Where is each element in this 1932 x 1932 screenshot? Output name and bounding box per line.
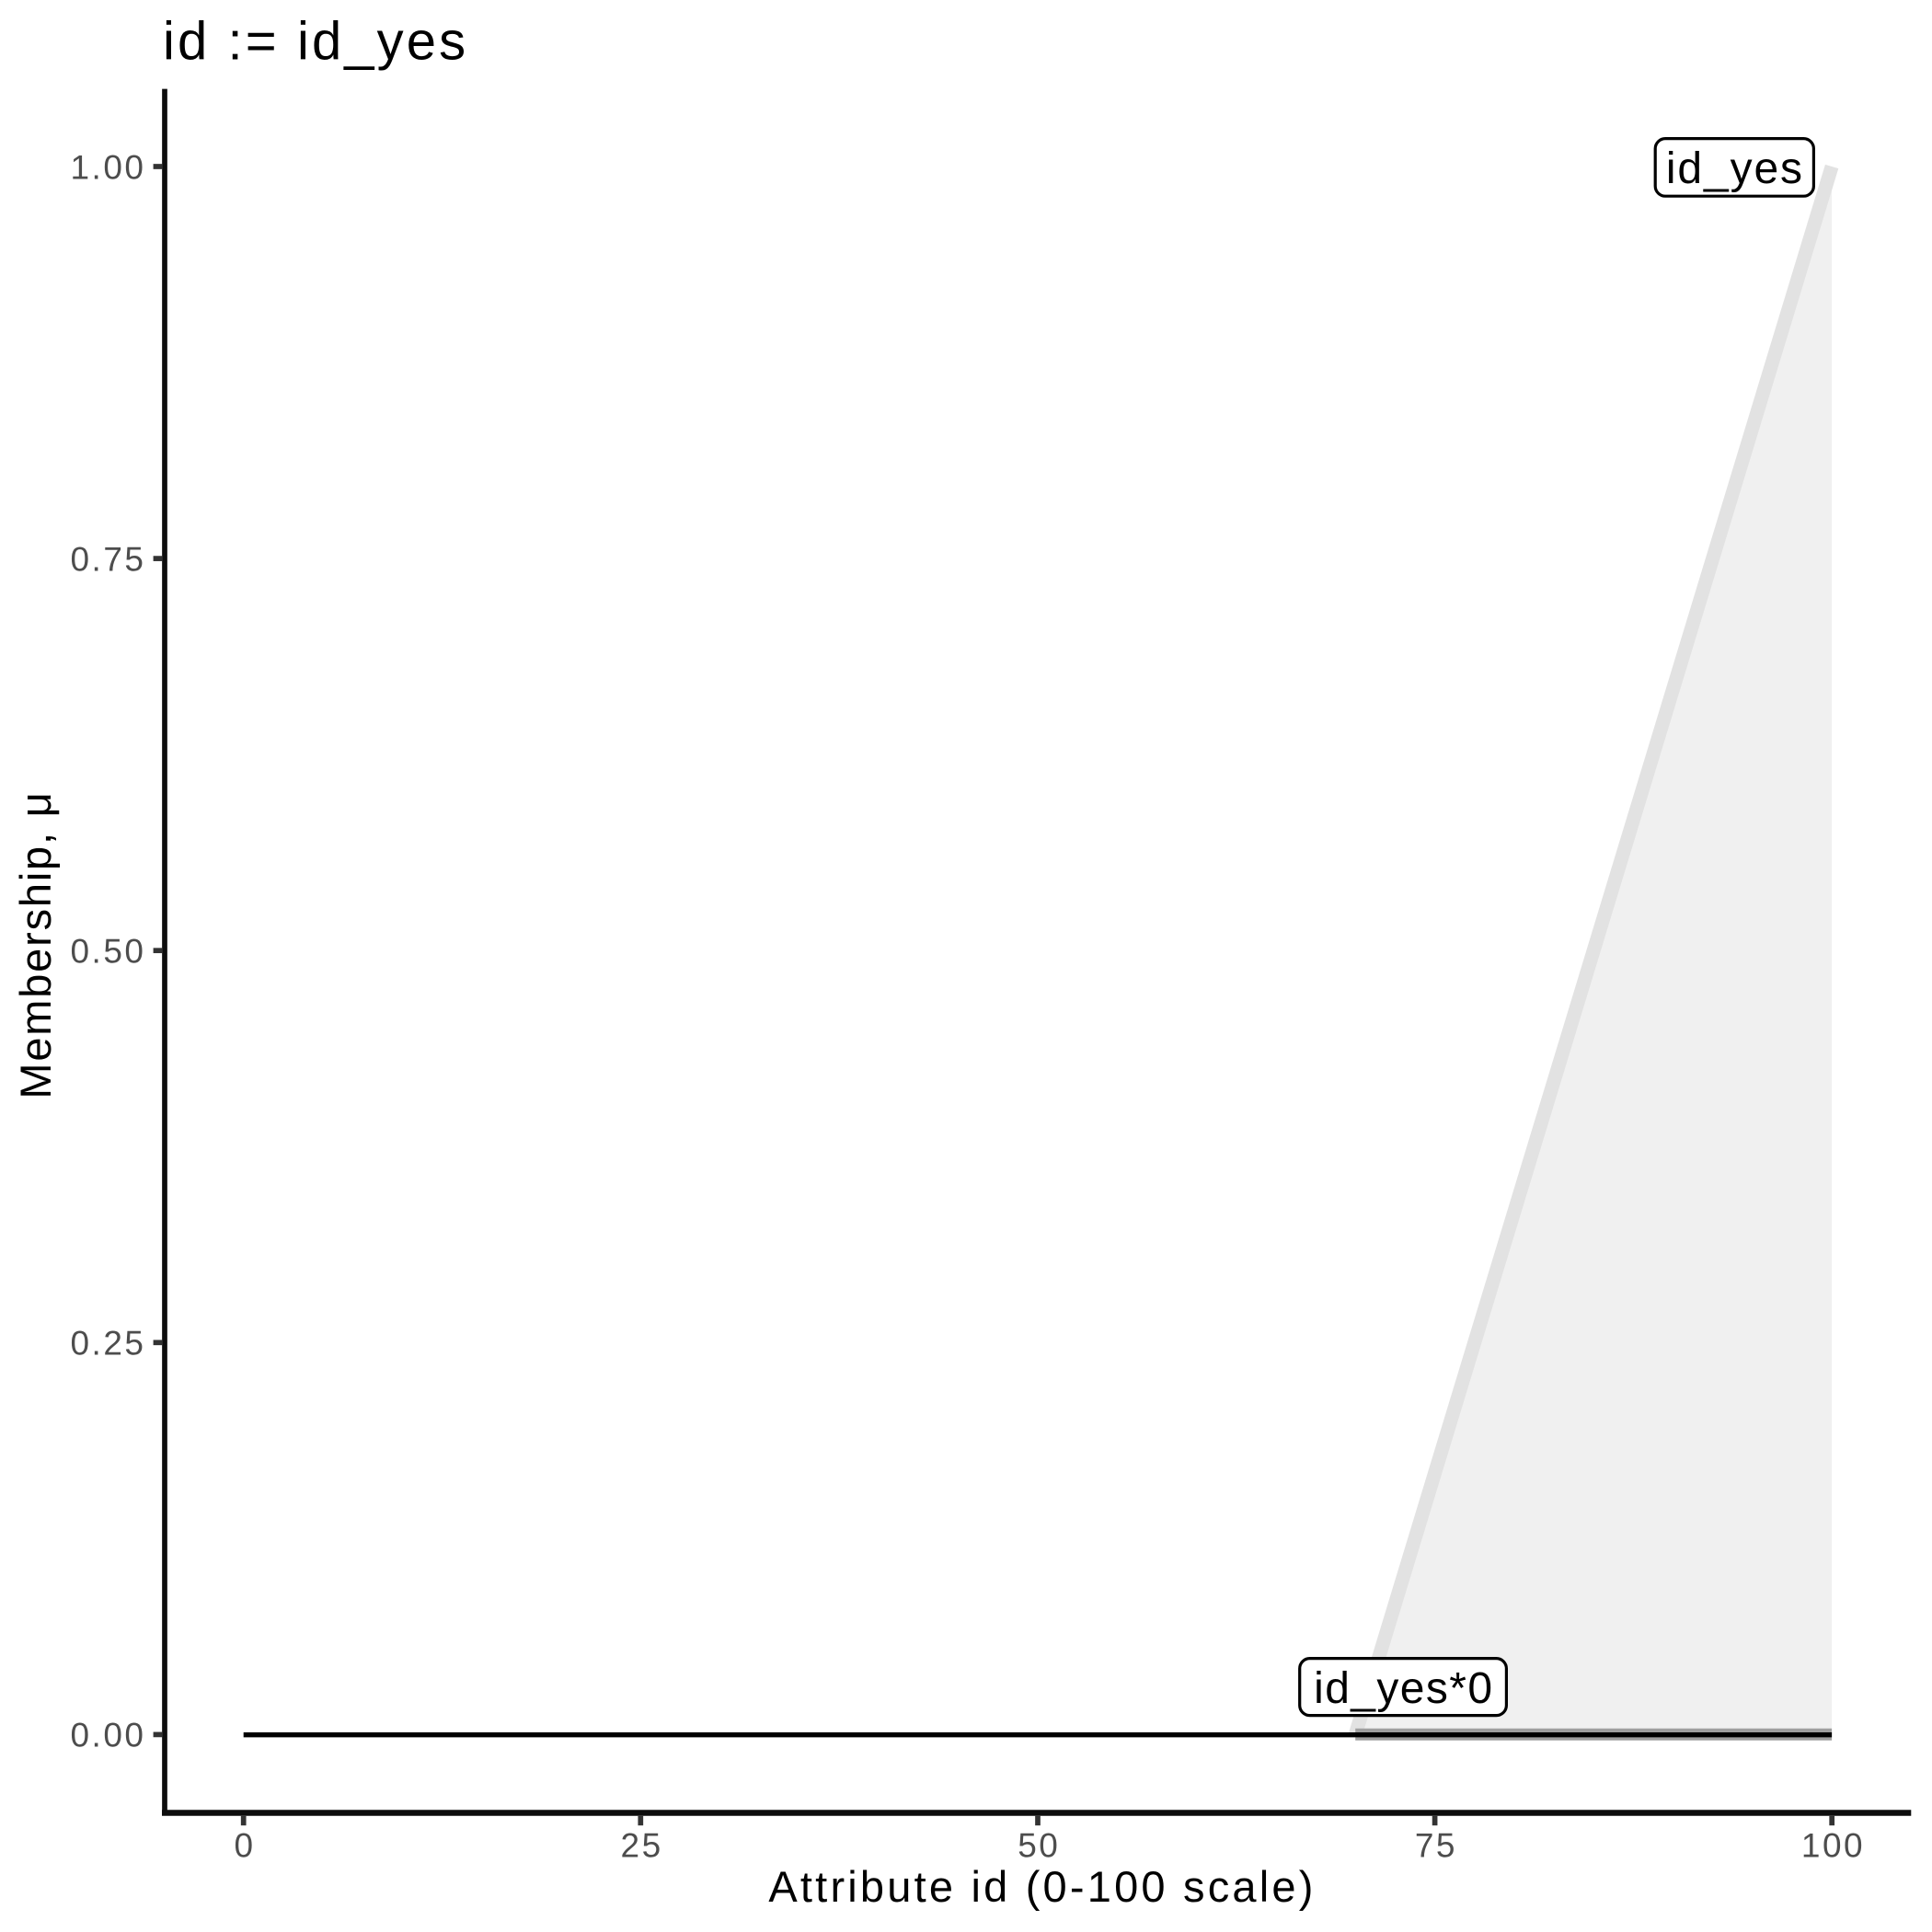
svg-text:1.00: 1.00 — [70, 148, 145, 186]
svg-text:100: 100 — [1801, 1827, 1865, 1865]
svg-text:0.50: 0.50 — [70, 933, 145, 971]
svg-text:Membership, μ: Membership, μ — [11, 790, 60, 1098]
svg-text:0.75: 0.75 — [70, 540, 145, 578]
svg-text:25: 25 — [621, 1827, 663, 1865]
svg-text:0.25: 0.25 — [70, 1325, 145, 1363]
svg-text:id := id_yes: id := id_yes — [163, 12, 468, 72]
svg-text:50: 50 — [1018, 1827, 1060, 1865]
svg-text:75: 75 — [1415, 1827, 1457, 1865]
svg-text:id_yes*0: id_yes*0 — [1314, 1664, 1493, 1713]
svg-text:0: 0 — [234, 1827, 255, 1865]
svg-text:Attribute id (0-100 scale): Attribute id (0-100 scale) — [768, 1862, 1316, 1911]
svg-text:id_yes: id_yes — [1666, 144, 1804, 193]
svg-text:0.00: 0.00 — [70, 1717, 145, 1754]
